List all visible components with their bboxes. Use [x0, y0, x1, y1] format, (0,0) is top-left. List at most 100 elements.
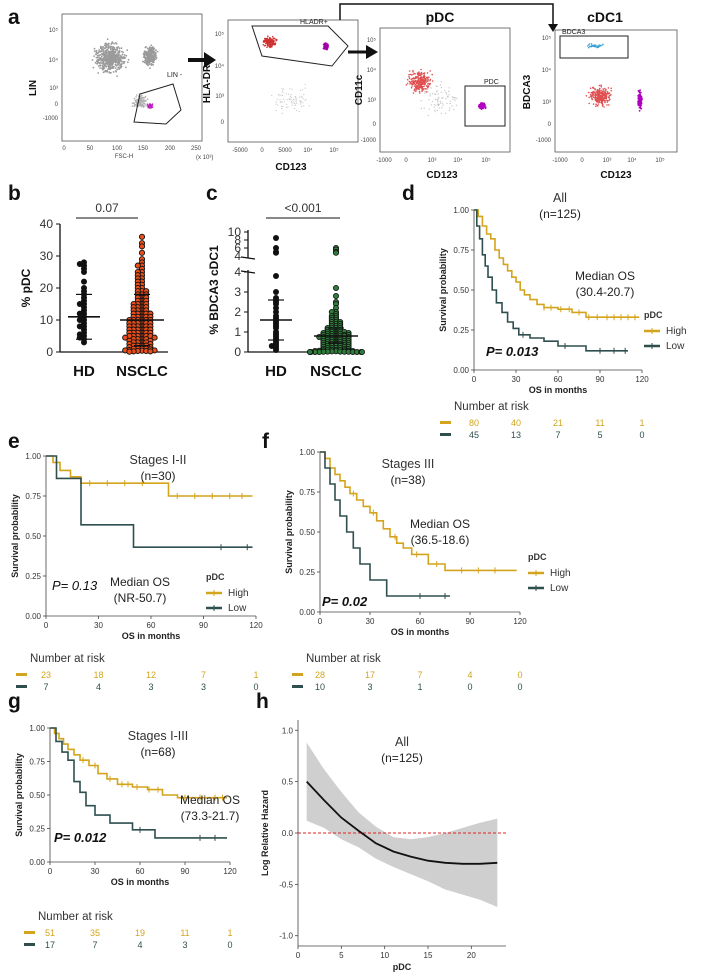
panel-label-d: d	[402, 182, 415, 205]
facs-event	[596, 89, 599, 91]
facs-event	[110, 60, 113, 63]
svg-text:10⁵: 10⁵	[49, 27, 59, 34]
facs-event	[421, 87, 423, 89]
facs-event	[587, 45, 589, 47]
km-e-risk-low: 3	[148, 682, 153, 692]
facs-event	[150, 63, 153, 66]
facs-gate-pdc	[464, 85, 506, 127]
b-point-hd	[76, 323, 83, 330]
facs-event	[268, 43, 271, 46]
facs-event	[596, 90, 599, 93]
facs-event	[122, 51, 124, 54]
facs-event	[411, 73, 413, 76]
facs-event	[422, 72, 425, 75]
facs-event	[414, 79, 417, 82]
facs-event	[116, 68, 119, 71]
facs-event	[123, 57, 125, 60]
svg-text:10⁴: 10⁴	[215, 63, 225, 70]
km-f-median-label: Median OS	[410, 517, 470, 531]
facs-event	[102, 63, 105, 65]
facs-event	[155, 49, 157, 52]
facs-event	[296, 99, 298, 101]
facs-event	[266, 46, 268, 49]
facs-event	[425, 91, 428, 93]
facs1-yticks: 10⁵ 10⁴ 10³ 0 -1000	[43, 27, 59, 122]
facs-event	[154, 52, 157, 55]
facs-event	[408, 74, 410, 76]
km-d-legend-high: High	[666, 326, 687, 337]
facs-event	[299, 89, 301, 91]
facs-event	[118, 61, 121, 63]
km-e-ytick-label: 0.25	[25, 572, 41, 581]
facs-event	[600, 84, 602, 86]
facs-gate-label-cdc1: BDCA3	[562, 29, 585, 36]
facs-event	[106, 38, 109, 40]
facs-event	[114, 67, 117, 69]
km-f-risk-high: 4	[467, 670, 472, 680]
facs-event	[322, 47, 325, 50]
b-cat-nsclc: NSCLC	[116, 363, 168, 380]
b-point-hd	[76, 301, 83, 307]
facs-event	[428, 99, 430, 101]
facs-event	[117, 50, 120, 53]
km-g-risk-swatch-low	[24, 943, 35, 946]
km-f-pvalue: P= 0.02	[322, 594, 368, 609]
facs-event	[438, 107, 440, 109]
facs-event	[437, 93, 439, 95]
facs-event	[304, 99, 306, 101]
km-g-ytick-label: 0.50	[29, 791, 45, 800]
facs-event	[588, 96, 590, 99]
facs-event	[303, 105, 305, 107]
km-d-n: (n=125)	[539, 207, 581, 221]
facs-event	[149, 67, 151, 69]
km-e-xlabel: OS in months	[122, 631, 181, 641]
b-yticks: 0 10 20 30 40	[40, 217, 60, 359]
facs-event	[423, 88, 425, 90]
facs-event	[110, 54, 113, 57]
facs-event	[118, 67, 120, 70]
facs-event	[606, 101, 609, 103]
km-f-title: Stages III	[382, 457, 435, 471]
facs-event	[422, 75, 425, 78]
facs-event	[412, 69, 414, 72]
facs-event	[323, 44, 326, 46]
facs-event	[278, 93, 280, 96]
facs-event	[265, 42, 267, 45]
km-g-risk-high: 51	[45, 928, 55, 938]
h-xtick-label: 15	[424, 951, 433, 960]
km-f-xlabel: OS in months	[391, 627, 450, 637]
facs-event	[92, 66, 95, 69]
km-d-curve-low	[474, 209, 628, 352]
facs-event	[293, 102, 295, 104]
facs-event	[600, 89, 602, 92]
facs-event	[418, 88, 420, 91]
facs-event	[302, 102, 304, 104]
facs-event	[117, 62, 120, 65]
facs-event	[414, 83, 417, 86]
c-ytick-label: 10	[228, 225, 242, 239]
facs-event	[430, 87, 432, 89]
km-e-ytick-label: 0.00	[25, 612, 41, 621]
b-ytick-label: 30	[40, 249, 54, 263]
km-f-legend-high: High	[550, 568, 571, 579]
facs-event	[117, 46, 120, 48]
facs-event	[145, 50, 148, 53]
facs-event	[282, 98, 284, 100]
facs-event	[416, 81, 419, 83]
facs-event	[592, 103, 595, 105]
facs-event	[436, 85, 438, 87]
km-d-risk-high: 11	[595, 418, 604, 428]
facs-event	[594, 92, 597, 94]
svg-text:200: 200	[165, 146, 176, 152]
km-d-legend-title: pDC	[644, 310, 663, 320]
facs-event	[269, 41, 271, 44]
facs-event	[93, 55, 95, 57]
facs-event	[420, 71, 423, 74]
facs-event	[99, 47, 102, 50]
facs-event	[266, 41, 268, 43]
facs-event	[416, 87, 418, 90]
facs-event	[413, 88, 416, 90]
b-point-hd	[81, 269, 87, 275]
facs-event	[588, 44, 590, 46]
facs-event	[604, 93, 606, 95]
